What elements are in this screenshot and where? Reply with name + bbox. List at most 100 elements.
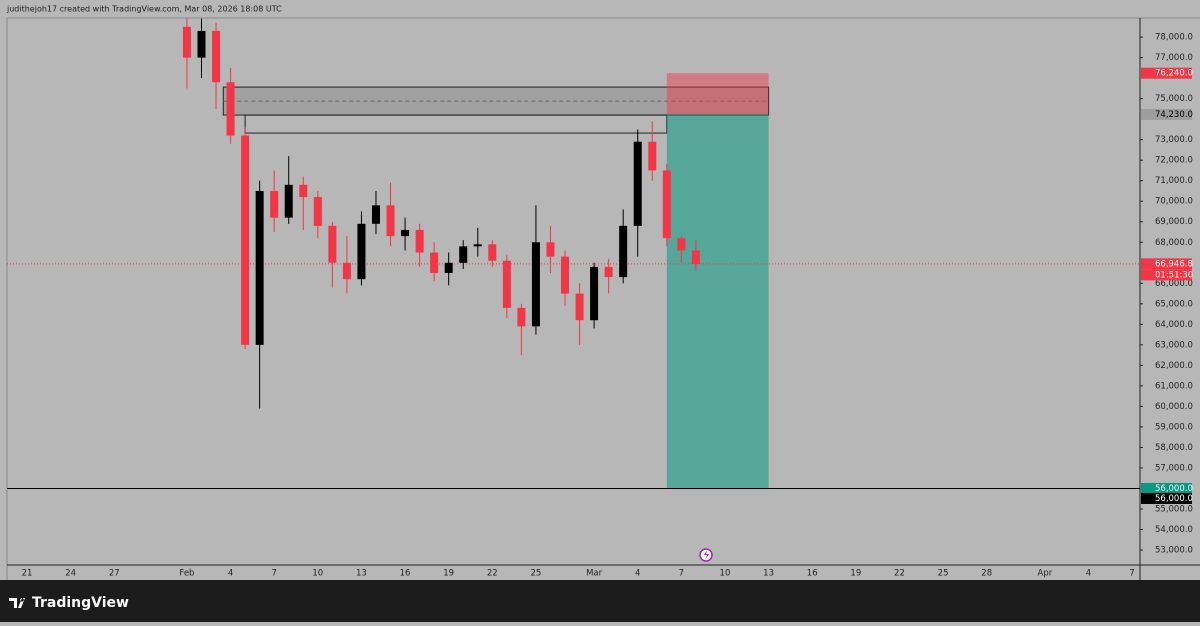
x-tick-label: 22 [894, 569, 905, 579]
logo-icon [9, 598, 25, 608]
price-label-bg [1141, 492, 1192, 504]
x-tick-label: 13 [763, 569, 774, 579]
candle-body [299, 184, 308, 198]
price-label: 56,000.0 [1155, 484, 1193, 494]
countdown: 01:51:30 [1155, 270, 1193, 280]
y-tick-label: 64,000.0 [1155, 320, 1193, 330]
x-tick-label: Mar [586, 569, 603, 579]
y-tick-label: 73,000.0 [1155, 135, 1193, 145]
candle-body [197, 30, 206, 58]
candle-body [415, 229, 424, 253]
x-tick-label: 7 [1129, 569, 1134, 579]
price-label-bg [1141, 482, 1192, 494]
y-tick-label: 65,000.0 [1155, 299, 1193, 309]
zone [222, 86, 770, 116]
y-tick-label: 54,000.0 [1155, 525, 1193, 535]
x-tick-label: 4 [228, 569, 233, 579]
x-tick-label: Apr [1038, 569, 1053, 579]
price-label-bg [1141, 108, 1192, 120]
candle-body [212, 30, 221, 83]
candle-body [677, 238, 686, 251]
candle-body [488, 244, 497, 261]
y-tick-label: 60,000.0 [1155, 402, 1193, 412]
x-tick-label: 19 [850, 569, 861, 579]
candle-body [561, 256, 570, 294]
price-label-bg [1141, 258, 1192, 270]
price-label: 56,000.0 [1155, 494, 1193, 504]
countdown-bg [1141, 269, 1192, 281]
y-tick-label: 68,000.0 [1155, 238, 1193, 248]
footer [0, 580, 1200, 622]
candle-body [255, 190, 264, 345]
candle-body [604, 266, 613, 278]
y-tick-label: 57,000.0 [1155, 463, 1193, 473]
candle-body [313, 197, 322, 226]
x-tick-label: 16 [400, 569, 411, 579]
y-tick-label: 75,000.0 [1155, 94, 1193, 104]
candle-body [430, 252, 439, 274]
candle-body [546, 242, 555, 257]
candle-body [575, 293, 584, 321]
x-tick-label: 16 [807, 569, 818, 579]
y-tick-label: 69,000.0 [1155, 217, 1193, 227]
candle-body [357, 223, 366, 280]
price-label: 76,240.0 [1155, 69, 1193, 79]
candle-body [590, 266, 599, 321]
candle-body [284, 184, 293, 218]
candle-body [648, 141, 657, 171]
price-label-bg [1141, 67, 1192, 79]
y-tick-label: 63,000.0 [1155, 340, 1193, 350]
x-tick-label: 22 [487, 569, 498, 579]
header-text: judithejoh17 created with TradingView.co… [6, 5, 282, 14]
x-tick-label: 13 [356, 569, 367, 579]
candle-body [619, 225, 628, 278]
x-tick-label: 7 [679, 569, 684, 579]
candle-body [633, 141, 642, 226]
lightning-icon [699, 548, 713, 562]
target-zone [666, 114, 769, 489]
plot [7, 18, 1140, 489]
candle-body [386, 205, 395, 237]
candle-body [241, 135, 250, 345]
x-tick-label: 19 [443, 569, 454, 579]
y-tick-label: 77,000.0 [1155, 53, 1193, 63]
stop-zone [666, 73, 769, 115]
x-tick-label: 21 [22, 569, 33, 579]
x-tick-label: 28 [981, 569, 992, 579]
candle-body [517, 307, 526, 327]
y-tick-label: 58,000.0 [1155, 443, 1193, 453]
y-tick-label: 62,000.0 [1155, 361, 1193, 371]
y-tick-label: 66,000.0 [1155, 279, 1193, 289]
candle-body [473, 244, 482, 247]
x-tick-label: 24 [65, 569, 76, 579]
x-tick-label: 25 [938, 569, 949, 579]
x-tick-label: 7 [271, 569, 276, 579]
price-label: 74,230.0 [1155, 110, 1193, 120]
x-tick-label: 27 [109, 569, 120, 579]
candle-body [270, 190, 279, 218]
price-label: 66,946.8 [1155, 259, 1193, 269]
y-tick-label: 61,000.0 [1155, 381, 1193, 391]
candle-body [342, 262, 351, 280]
y-tick-label: 78,000.0 [1155, 33, 1193, 43]
candle-body [691, 250, 700, 264]
candle-body [459, 246, 468, 263]
y-tick-label: 53,000.0 [1155, 546, 1193, 556]
x-tick-label: 4 [635, 569, 640, 579]
x-tick-label: 4 [1086, 569, 1091, 579]
y-tick-label: 70,000.0 [1155, 197, 1193, 207]
candle-body [444, 262, 453, 274]
candle-body [328, 225, 337, 263]
candle-body [401, 229, 410, 237]
x-tick-label: 25 [531, 569, 542, 579]
x-tick-label: 10 [312, 569, 323, 579]
candle-body [371, 205, 380, 224]
candle-body [226, 82, 235, 136]
candle-body [502, 260, 511, 308]
logo-text: TradingView [32, 595, 129, 611]
x-tick-label: Feb [179, 569, 194, 579]
candle-body [182, 26, 191, 58]
candle-body [662, 170, 671, 239]
axis: 21 24 27 Feb 4 7 10 13 16 19 22 25 Mar 4 7 10 13 16 19 22 25… [22, 33, 1194, 579]
